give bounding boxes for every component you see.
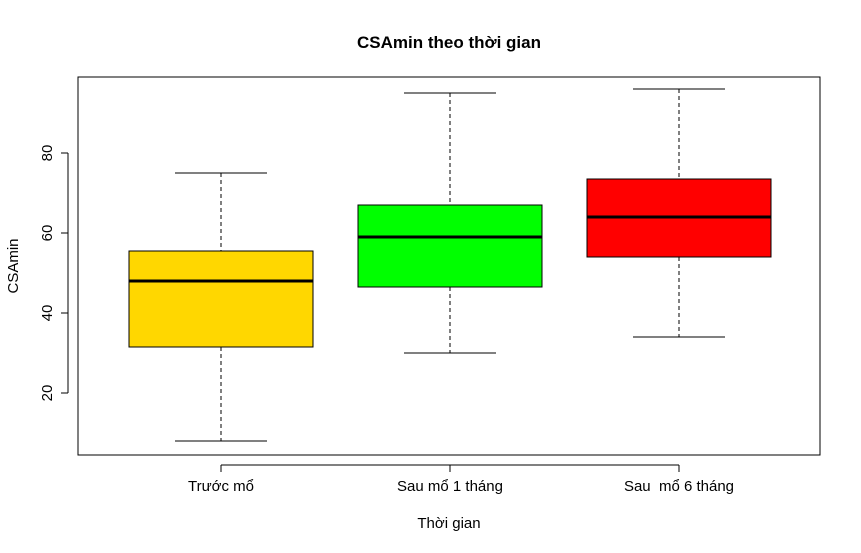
boxes [128,88,772,442]
y-axis: 20 40 60 80 [39,145,69,402]
plot-frame [77,76,821,456]
y-tick-label-1: 40 [39,305,56,322]
x-tick-label-2: Sau mổ 6 tháng [624,478,734,495]
y-axis-label: CSAmin [5,238,22,293]
box-1 [357,204,543,288]
y-tick-label-0: 20 [39,385,56,402]
y-tick-label-3: 80 [39,145,56,162]
x-tick-label-0: Trước mổ [188,478,254,495]
x-axis-label: Thời gian [417,515,480,532]
chart-title: CSAmin theo thời gian [357,33,541,52]
box-0 [128,250,314,348]
y-tick-label-2: 60 [39,225,56,242]
x-tick-label-1: Sau mổ 1 tháng [397,478,503,495]
x-axis: Trước mổ Sau mổ 1 tháng Sau mổ 6 tháng [188,464,734,495]
